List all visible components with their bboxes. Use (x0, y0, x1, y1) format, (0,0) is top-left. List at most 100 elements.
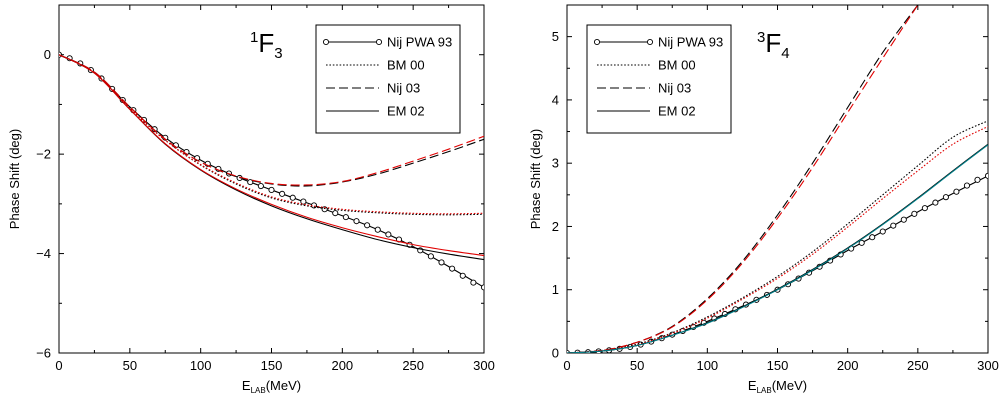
panel-title-superscript: 3 (757, 29, 765, 46)
data-point-marker (289, 194, 296, 201)
legend-marker (646, 38, 654, 46)
y-tick-label: 1 (552, 282, 559, 297)
y-tick-label: 2 (552, 219, 559, 234)
x-tick-label: 100 (190, 358, 212, 373)
x-axis-label: ELAB(MeV) (748, 378, 807, 395)
legend-marker (593, 38, 601, 46)
legend: Nij PWA 93 BM 00 Nij 03 EM 02 (586, 24, 732, 134)
data-point-marker (332, 210, 339, 217)
data-point-marker (974, 176, 981, 183)
data-point-marker (279, 190, 286, 197)
y-tick-label: 4 (552, 92, 559, 107)
x-tick-label: 0 (563, 358, 570, 373)
panel-title-subscript: 3 (274, 45, 282, 62)
series-group (59, 51, 484, 291)
legend-label: Nij 03 (387, 81, 420, 96)
data-point-marker (459, 272, 466, 279)
x-axis-label-subscript: LAB (757, 386, 772, 395)
legend-label: BM 00 (658, 58, 696, 73)
data-point-marker (480, 284, 484, 291)
data-point-marker (858, 239, 865, 246)
data-point-marker (911, 210, 918, 217)
data-point-marker (342, 214, 349, 221)
y-tick-label: 0 (552, 346, 559, 361)
panel-title-main: F (765, 28, 781, 58)
data-point-marker (385, 231, 392, 238)
chart-panel-1: 0 50 100 150 200 250 300 −6 −4 −2 0 ELAB(MeV) Phase … (7, 4, 495, 395)
y-tick-label: 5 (552, 29, 559, 44)
legend: Nij PWA 93 BM 00 Nij 03 EM 02 (315, 24, 461, 134)
legend-label: Nij PWA 93 (387, 35, 452, 50)
legend-marker (375, 38, 383, 46)
data-point-marker (374, 226, 381, 233)
series-line-nij-03-alt (59, 54, 484, 186)
data-point-marker (953, 188, 960, 195)
x-tick-label: 200 (837, 358, 859, 373)
legend-label: Nij 03 (658, 81, 691, 96)
x-tick-label: 150 (261, 358, 283, 373)
x-tick-label: 50 (123, 358, 137, 373)
data-point-marker (879, 228, 886, 235)
data-point-marker (869, 234, 876, 241)
legend-box (315, 24, 461, 134)
data-point-marker (470, 279, 477, 286)
series-line-nij-03-alt (567, 5, 919, 353)
series-line-bm-00 (567, 120, 988, 353)
x-tick-label: 100 (696, 358, 718, 373)
data-point-marker (438, 259, 445, 266)
x-tick-label: 150 (767, 358, 789, 373)
y-tick-label: 3 (552, 156, 559, 171)
legend-label: Nij PWA 93 (658, 35, 723, 50)
y-tick-label: −4 (36, 246, 51, 261)
panel-title: 1F3 (250, 28, 283, 62)
x-tick-label: 50 (630, 358, 644, 373)
series-line-em-02-alt (59, 54, 484, 257)
panel-title: 3F4 (757, 28, 790, 62)
data-point-marker (963, 182, 971, 189)
legend-box (586, 24, 732, 134)
y-axis-label: Phase Shift (deg) (528, 129, 543, 229)
data-point-marker (247, 179, 254, 186)
x-tick-label: 200 (331, 358, 353, 373)
panel-title-main: F (258, 28, 274, 58)
y-tick-label: −2 (36, 147, 51, 162)
legend-label: BM 00 (387, 58, 425, 73)
data-point-marker (449, 265, 456, 272)
series-line-nij-pwa-93 (567, 175, 988, 353)
x-tick-label: 250 (907, 358, 929, 373)
x-axis-label-main: E (748, 378, 757, 393)
x-axis-label: ELAB(MeV) (242, 378, 301, 395)
panel-title-superscript: 1 (250, 29, 258, 46)
data-point-marker (932, 199, 939, 206)
data-point-marker (921, 205, 928, 212)
y-tick-label: 0 (44, 47, 51, 62)
data-point-marker (984, 172, 988, 179)
data-point-marker (364, 222, 371, 229)
series-group (567, 5, 988, 353)
series-line-bm-00-alt (59, 54, 484, 215)
data-point-marker (900, 216, 907, 223)
data-point-marker (427, 253, 434, 260)
data-point-marker (300, 198, 307, 205)
legend-marker (322, 38, 330, 46)
data-point-marker (257, 182, 264, 190)
data-point-marker (942, 194, 949, 201)
data-point-marker (890, 222, 897, 229)
x-axis-label-main: E (242, 378, 251, 393)
x-axis-label-unit: (MeV) (266, 378, 301, 393)
data-point-marker (268, 186, 275, 193)
series-line-em-02 (567, 143, 988, 353)
series-line-bm-00 (59, 54, 484, 216)
panel-title-subscript: 4 (781, 45, 789, 62)
y-axis-label: Phase Shift (deg) (7, 129, 22, 229)
x-tick-label: 300 (473, 358, 495, 373)
x-axis-label-subscript: LAB (251, 386, 266, 395)
legend-label: EM 02 (387, 104, 425, 119)
data-point-marker (353, 218, 360, 225)
x-tick-label: 250 (402, 358, 424, 373)
legend-label: EM 02 (658, 104, 696, 119)
x-axis-label-unit: (MeV) (772, 378, 807, 393)
y-tick-label: −6 (36, 346, 51, 361)
